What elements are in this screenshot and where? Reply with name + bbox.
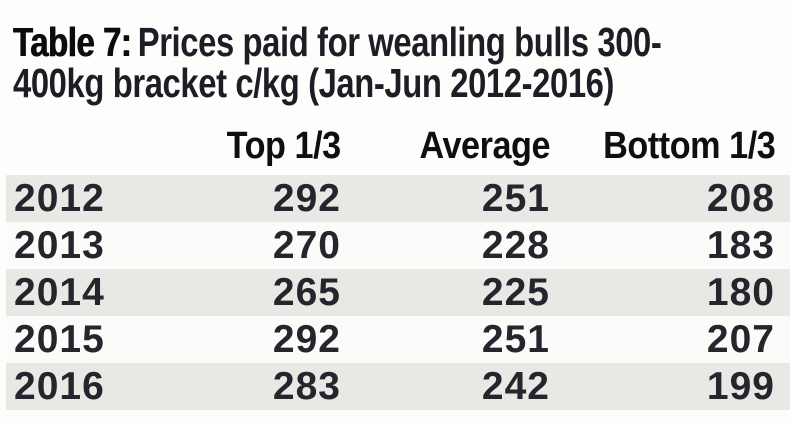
average-value: 225 xyxy=(481,271,550,314)
top-third-value: 270 xyxy=(272,224,341,267)
price-table: Top 1/3 Average Bottom 1/3 2012 292 251 … xyxy=(6,118,790,410)
title-prefix: Table 7: xyxy=(13,19,132,65)
bottom-third-value: 183 xyxy=(706,224,775,267)
year-cell: 2016 xyxy=(14,365,105,408)
year-cell: 2015 xyxy=(14,318,105,361)
title-line-2: 400kg bracket c/kg (Jan-Jun 2012-2016) xyxy=(13,60,615,106)
table-row: 2016 283 242 199 xyxy=(6,363,790,410)
average-value: 242 xyxy=(481,365,550,408)
title-line-1: Table 7: Prices paid for weanling bulls 3… xyxy=(13,19,662,65)
table-row: 2013 270 228 183 xyxy=(6,222,790,269)
top-third-value: 283 xyxy=(272,365,341,408)
col-header-top-third: Top 1/3 xyxy=(226,125,341,167)
bottom-third-value: 180 xyxy=(706,271,775,314)
average-value: 251 xyxy=(481,177,550,220)
top-third-value: 265 xyxy=(272,271,341,314)
table-row: 2015 292 251 207 xyxy=(6,316,790,363)
bottom-third-value: 207 xyxy=(706,318,775,361)
bottom-third-value: 199 xyxy=(706,365,775,408)
average-value: 228 xyxy=(481,224,550,267)
bottom-third-value: 208 xyxy=(706,177,775,220)
col-header-average: Average xyxy=(419,125,550,167)
col-header-bottom-third: Bottom 1/3 xyxy=(602,125,776,167)
top-third-value: 292 xyxy=(272,318,341,361)
year-cell: 2013 xyxy=(14,224,105,267)
year-cell: 2014 xyxy=(14,271,105,314)
top-third-value: 292 xyxy=(272,177,341,220)
year-cell: 2012 xyxy=(14,177,105,220)
table-header-row: Top 1/3 Average Bottom 1/3 xyxy=(6,118,790,175)
average-value: 251 xyxy=(481,318,550,361)
title-line-1-text: Prices paid for weanling bulls 300- xyxy=(137,19,662,65)
table-row: 2012 292 251 208 xyxy=(6,175,790,222)
table-title: Table 7: Prices paid for weanling bulls 3… xyxy=(13,22,790,104)
table-row: 2014 265 225 180 xyxy=(6,269,790,316)
